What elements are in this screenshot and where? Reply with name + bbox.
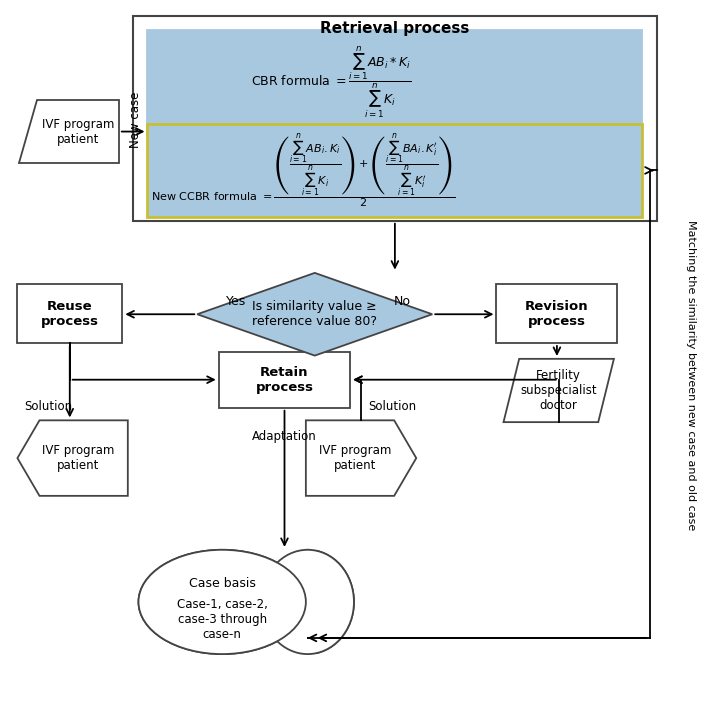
Bar bbox=[496, 284, 618, 343]
Polygon shape bbox=[306, 420, 416, 496]
Text: New CCBR formula $= \dfrac{\left(\dfrac{\sum_{i=1}^{n} AB_i. K_i}{\sum_{i=1}^{n}: New CCBR formula $= \dfrac{\left(\dfrac{… bbox=[151, 131, 455, 209]
Text: IVF program
patient: IVF program patient bbox=[320, 444, 392, 472]
Text: IVF program
patient: IVF program patient bbox=[42, 444, 114, 472]
Text: Solution: Solution bbox=[368, 400, 416, 413]
Text: Case basis: Case basis bbox=[189, 578, 256, 591]
Polygon shape bbox=[197, 273, 433, 356]
Polygon shape bbox=[19, 100, 119, 163]
Bar bbox=[133, 16, 656, 221]
Bar bbox=[147, 123, 642, 217]
Text: Adaptation: Adaptation bbox=[252, 430, 317, 443]
Text: IVF program
patient: IVF program patient bbox=[41, 118, 114, 146]
Text: Yes: Yes bbox=[226, 295, 246, 308]
Text: New case: New case bbox=[129, 92, 142, 148]
Text: Case-1, case-2,
case-3 through
case-n: Case-1, case-2, case-3 through case-n bbox=[177, 599, 267, 641]
Ellipse shape bbox=[262, 549, 354, 654]
Bar bbox=[219, 352, 350, 408]
Ellipse shape bbox=[262, 549, 354, 654]
Text: Solution: Solution bbox=[24, 400, 73, 413]
Bar bbox=[147, 30, 642, 134]
Polygon shape bbox=[503, 359, 614, 422]
Text: Reuse
process: Reuse process bbox=[41, 300, 99, 328]
Text: CBR formula $= \dfrac{\sum_{i=1}^{n} AB_i * K_i}{\sum_{i=1}^{n} K_i}$: CBR formula $= \dfrac{\sum_{i=1}^{n} AB_… bbox=[251, 45, 411, 120]
Ellipse shape bbox=[139, 549, 306, 654]
Polygon shape bbox=[17, 420, 128, 496]
Text: Is similarity value ≥
reference value 80?: Is similarity value ≥ reference value 80… bbox=[252, 300, 378, 329]
Bar bbox=[17, 284, 122, 343]
Text: Retrieval process: Retrieval process bbox=[320, 21, 470, 36]
Text: Retain
process: Retain process bbox=[255, 366, 313, 393]
Text: Matching the similarity between new case and old case: Matching the similarity between new case… bbox=[686, 220, 696, 531]
Text: Revision
process: Revision process bbox=[525, 300, 588, 328]
Text: No: No bbox=[394, 295, 411, 308]
Polygon shape bbox=[215, 549, 315, 654]
Ellipse shape bbox=[139, 549, 306, 654]
Text: Fertility
subspecialist
doctor: Fertility subspecialist doctor bbox=[521, 369, 597, 412]
